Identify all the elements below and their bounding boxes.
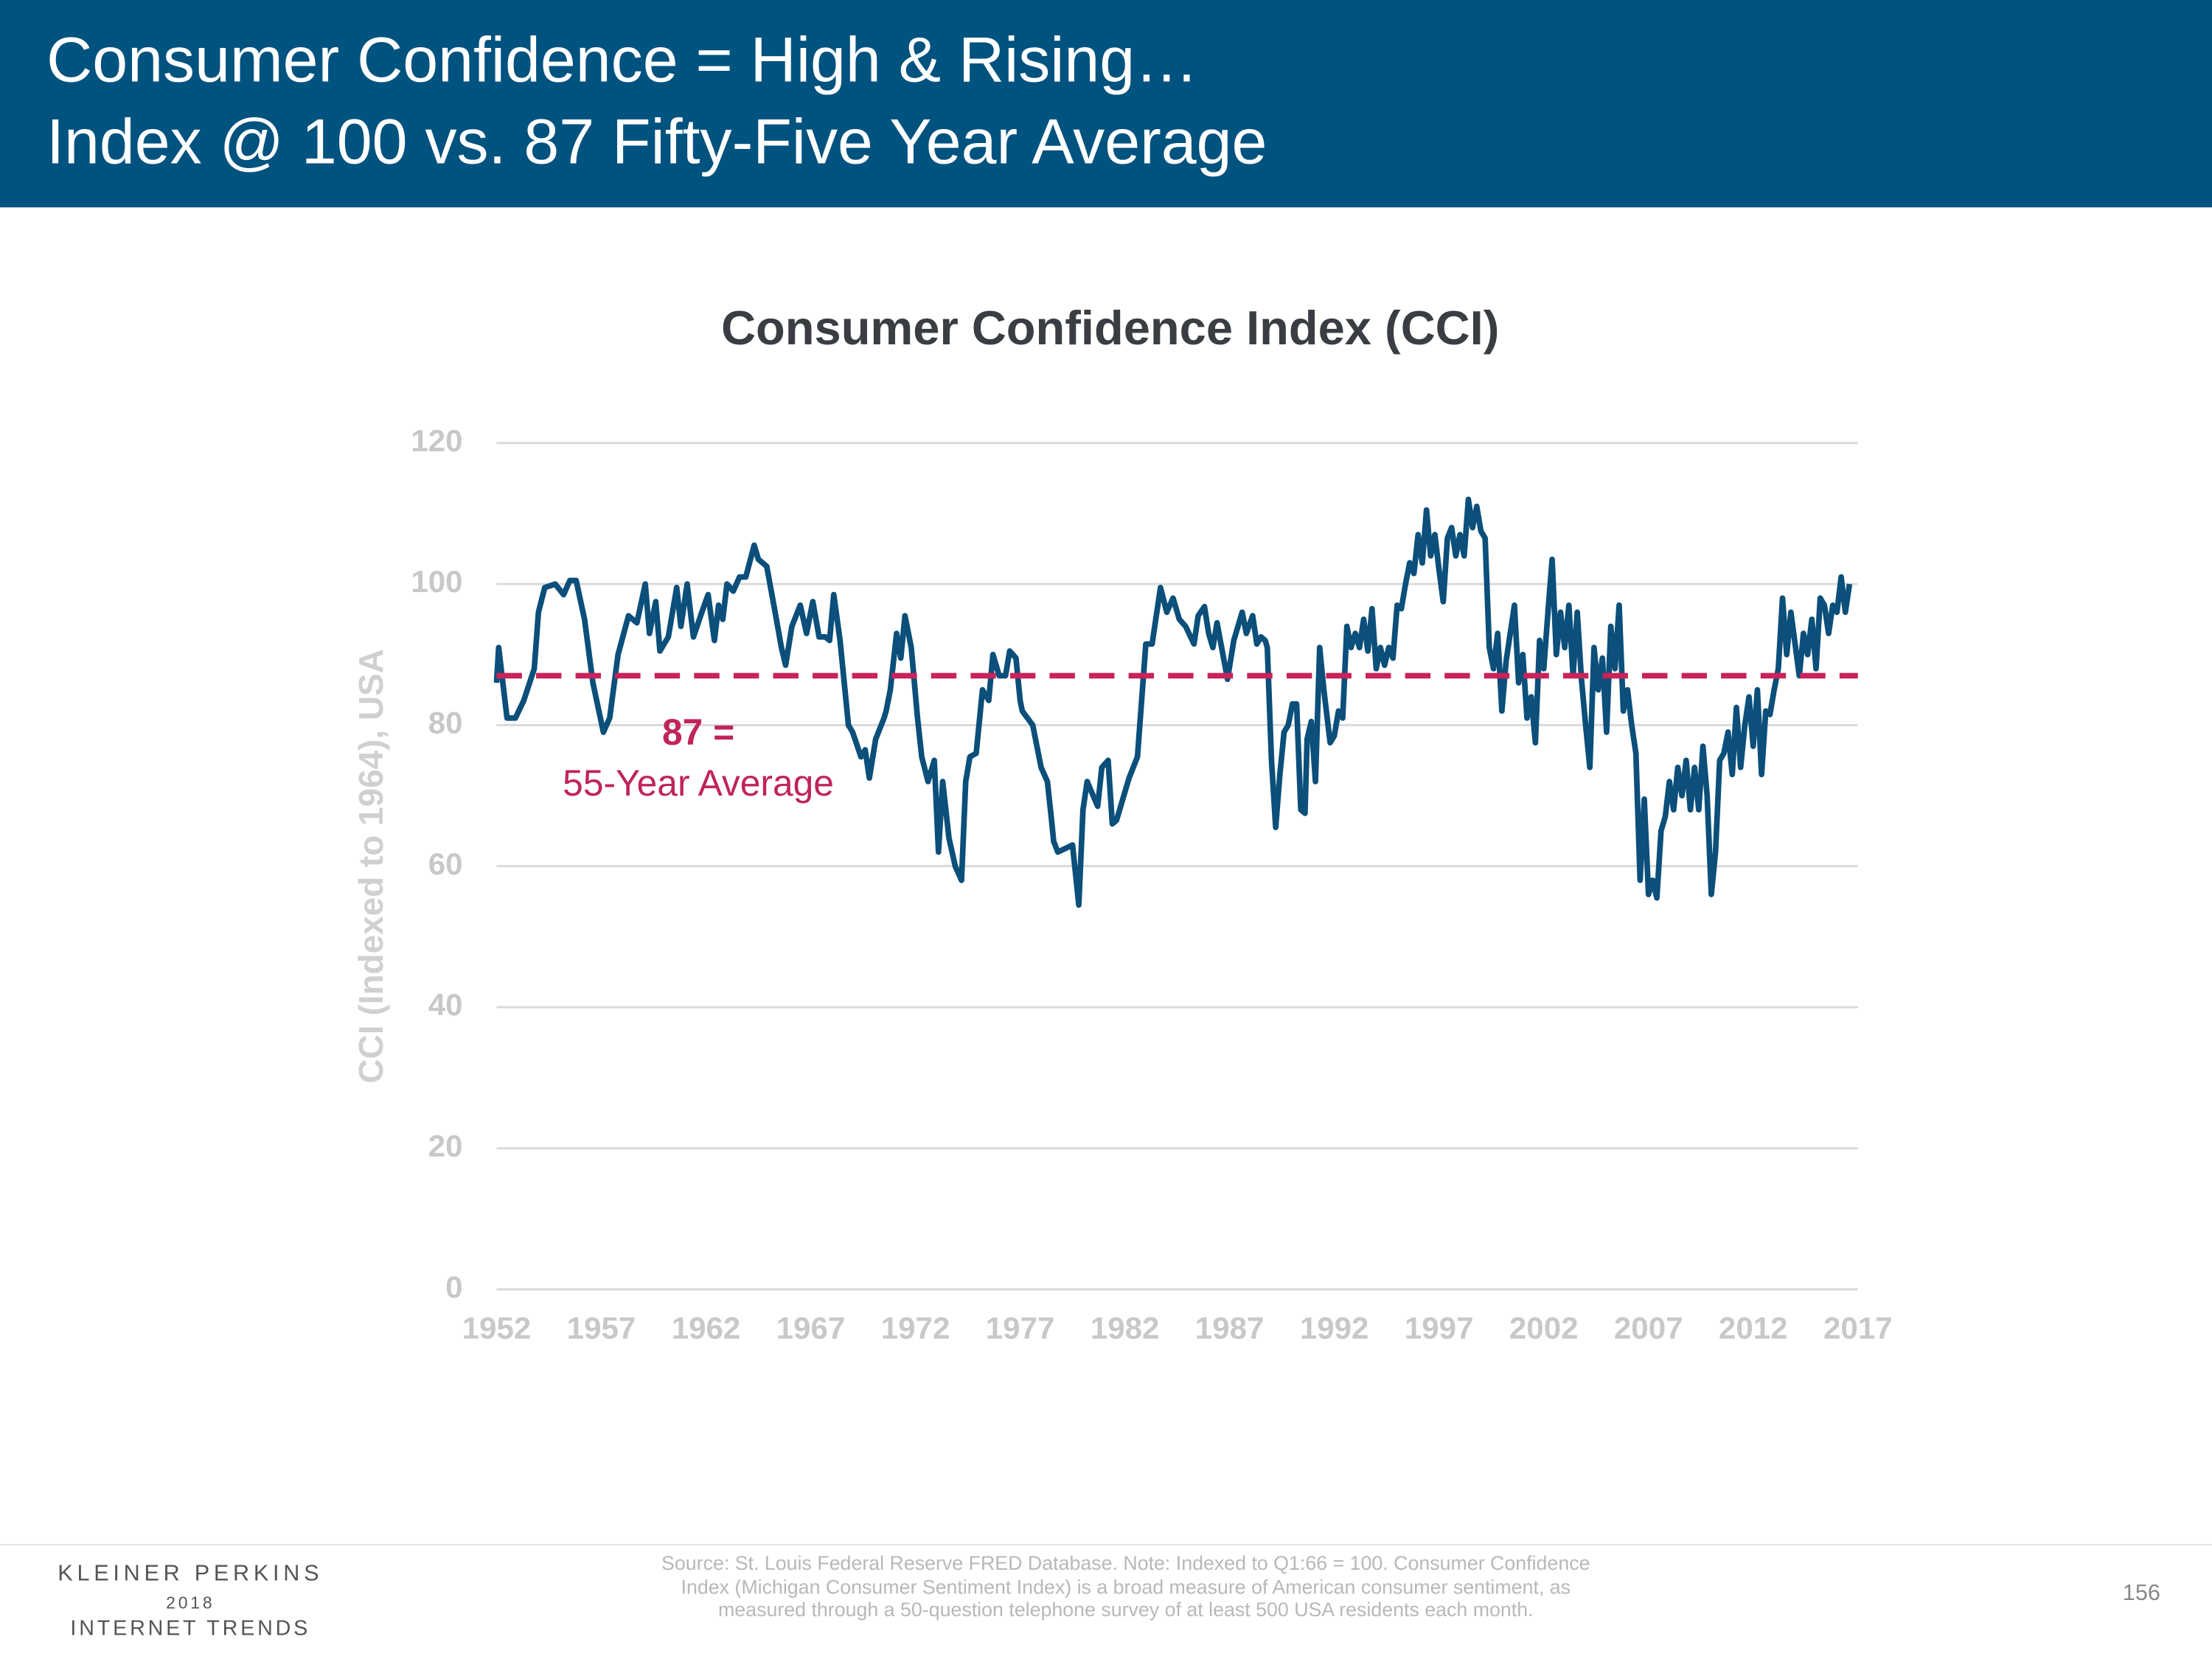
- source-note: Index (Michigan Consumer Sentiment Index…: [681, 1576, 1571, 1598]
- header-band: [0, 0, 2212, 208]
- y-tick-label: 0: [445, 1270, 462, 1304]
- x-tick-label: 2012: [1719, 1310, 1788, 1345]
- x-tick-label: 1952: [462, 1310, 532, 1345]
- header-title: Consumer Confidence = High & Rising…: [46, 25, 1198, 96]
- source-note: measured through a 50-question telephone…: [718, 1599, 1534, 1621]
- page-number: 156: [2123, 1580, 2160, 1605]
- x-tick-label: 1967: [776, 1310, 846, 1345]
- x-tick-label: 1957: [567, 1310, 636, 1345]
- x-tick-label: 1997: [1405, 1310, 1474, 1345]
- y-tick-label: 40: [428, 987, 463, 1022]
- y-axis-label: CCI (Indexed to 1964), USA: [352, 649, 390, 1083]
- chart-title: Consumer Confidence Index (CCI): [721, 301, 1499, 355]
- x-tick-label: 2017: [1823, 1310, 1893, 1345]
- x-tick-label: 2007: [1614, 1310, 1683, 1345]
- annotation: 87 =: [662, 712, 734, 753]
- logo-text: KLEINER PERKINS: [58, 1560, 323, 1585]
- header-title: Index @ 100 vs. 87 Fifty-Five Year Avera…: [46, 107, 1267, 178]
- x-tick-label: 1982: [1091, 1310, 1160, 1345]
- y-tick-label: 20: [428, 1129, 463, 1164]
- x-tick-label: 1987: [1195, 1310, 1265, 1345]
- x-tick-label: 1977: [986, 1310, 1055, 1345]
- x-tick-label: 1992: [1300, 1310, 1369, 1345]
- y-tick-label: 80: [428, 706, 463, 740]
- x-tick-label: 1962: [672, 1310, 741, 1345]
- logo-text: INTERNET TRENDS: [70, 1616, 310, 1640]
- y-tick-label: 100: [411, 564, 462, 599]
- x-tick-label: 2002: [1509, 1310, 1579, 1345]
- data-line: [493, 496, 1853, 908]
- x-tick-label: 1972: [881, 1310, 950, 1345]
- y-tick-label: 60: [428, 846, 463, 881]
- plot-area: 0 20 40 60 80 100 120 1952 1957 1962 1967 1972 1977 1…: [411, 423, 1892, 1345]
- y-tick-label: 120: [411, 423, 462, 458]
- source-note: Source: St. Louis Federal Reserve FRED D…: [661, 1552, 1590, 1574]
- logo-text: 2018: [166, 1593, 215, 1612]
- annotation: 55-Year Average: [563, 762, 834, 804]
